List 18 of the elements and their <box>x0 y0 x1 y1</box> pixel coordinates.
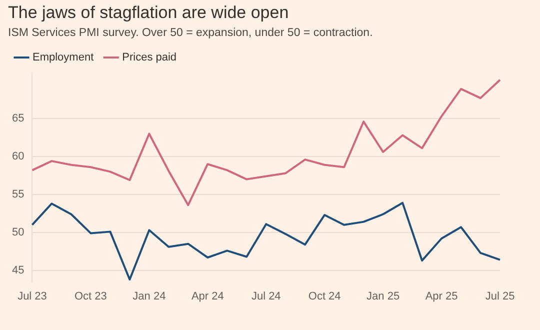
y-tick-label: 55 <box>12 188 24 201</box>
y-tick-label: 45 <box>12 264 24 276</box>
chart-subtitle: ISM Services PMI survey. Over 50 = expansion, under 50 = contraction. <box>8 27 373 39</box>
y-tick-label: 50 <box>12 226 24 238</box>
x-tick-label: Apr 24 <box>191 290 224 302</box>
x-tick-label: Oct 23 <box>74 290 107 302</box>
y-tick-label: 60 <box>12 150 24 163</box>
x-tick-label: Oct 24 <box>308 290 341 302</box>
legend-label: Prices paid <box>122 52 177 64</box>
x-tick-label: Jan 24 <box>132 290 166 302</box>
chart-title: The jaws of stagflation are wide open <box>8 3 289 23</box>
x-tick-label: Jul 24 <box>251 290 281 302</box>
legend-label: Employment <box>32 52 94 64</box>
y-tick-label: 65 <box>12 112 24 125</box>
x-tick-label: Jul 23 <box>18 290 47 302</box>
x-tick-label: Jan 25 <box>366 290 400 302</box>
x-tick-label: Apr 25 <box>425 290 458 302</box>
x-tick-label: Jul 25 <box>485 290 515 302</box>
